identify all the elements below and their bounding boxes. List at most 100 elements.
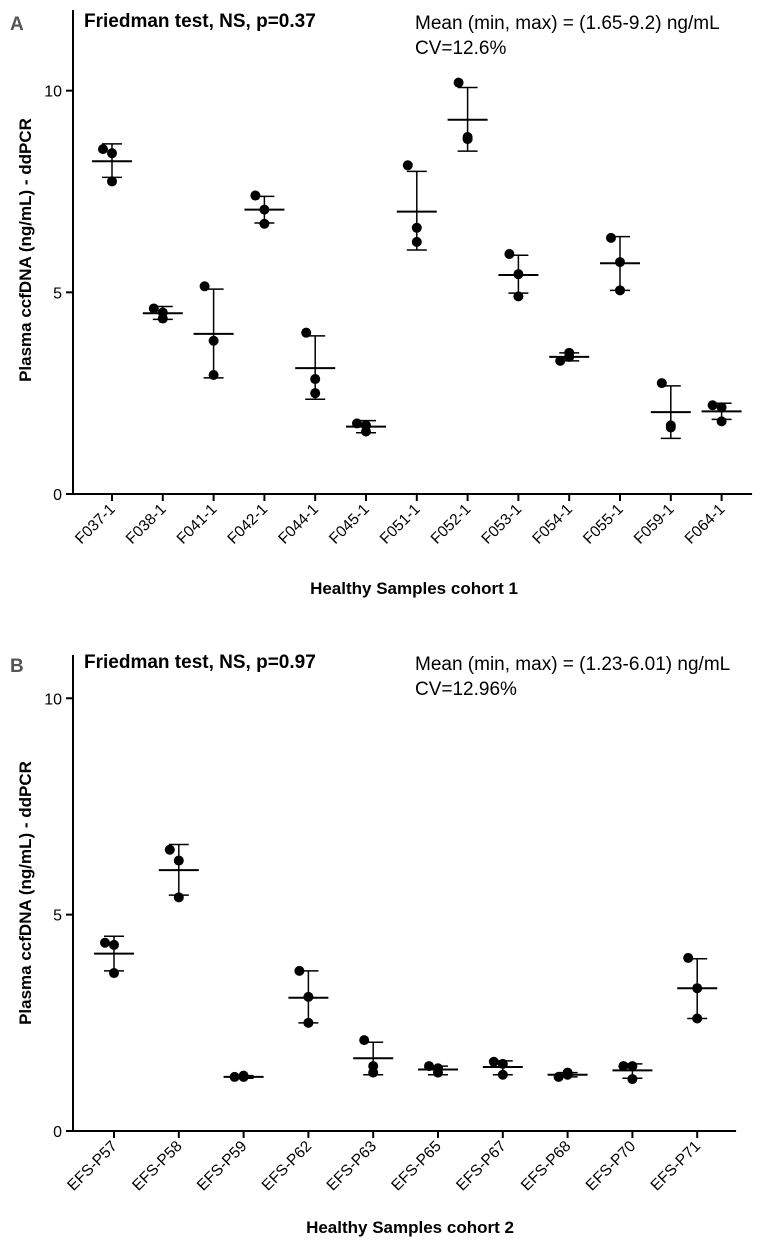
panel-a-data-point [504,249,515,260]
panel-a-x-tick-label: F051-1 [377,501,424,548]
panel-a-x-tick-label: F042-1 [224,501,271,548]
panel-a-data-point [513,269,524,280]
panel-a-data-point [411,236,422,247]
panel-b-x-tick-label: EFS-P59 [194,1138,250,1194]
panel-a-x-tick-label: F054-1 [529,501,576,548]
panel-b-data-point [109,939,119,950]
panel-b-data-point [627,1061,638,1072]
panel-a-data-point [301,327,312,338]
panel-b-data-point [692,1013,703,1024]
panel-a-y-tick-label: 5 [53,285,62,302]
panel-a-data-point [402,160,413,171]
panel-a-data-point [107,148,117,159]
panel-a-plot: 0 5 10 F037-1 F038-1 F041-1 F042-1 F044-1 F045-1… [44,10,753,548]
panel-b-data-point [294,965,305,976]
panel-b-data-point [368,1061,379,1072]
panel-b-data-point [488,1056,499,1067]
panel-a-data-point [310,374,321,385]
panel-a-data-point [453,77,464,88]
panel-b-x-tick-label: EFS-P57 [64,1138,120,1194]
panel-b-y-axis-title: Plasma ccfDNA (ng/mL) - ddPCR [16,761,35,1025]
panel-a-data-point [259,204,270,215]
panel-b-x-tick-label: EFS-P67 [453,1138,509,1194]
panel-a-y-axis-title: Plasma ccfDNA (ng/mL) - ddPCR [16,118,35,382]
panel-a-data-point [665,420,676,431]
panel-a-x-tick-label: F041-1 [174,501,221,548]
panel-a-data-point [208,335,219,346]
panel-b-data-point [303,1017,314,1028]
panel-a-data-point [250,190,261,201]
panel-b-data-point [303,991,314,1002]
panel-a-summary-cv: CV=12.6% [415,38,506,59]
panel-a-data-point [199,281,210,292]
panel-a-data-point [107,176,117,187]
panel-b-x-tick-label: EFS-P62 [259,1138,315,1194]
panel-b-data-point [627,1074,638,1085]
panel-a-letter: A [10,14,24,35]
panel-b-data-point [173,892,184,903]
panel-a-data-point [208,370,219,381]
panel-b-data-point [618,1061,629,1072]
panel-a-x-tick-label: F037-1 [72,501,119,548]
panel-a-data-point [716,416,727,427]
panel-a-data-point [707,400,718,411]
panel-b-x-axis-title: Healthy Samples cohort 2 [306,1218,514,1237]
panel-b-x-tick-label: EFS-P58 [129,1138,185,1194]
panel-b-data-point [497,1058,508,1069]
panel-a-data-point [716,402,727,413]
panel-b-data-point [424,1061,434,1072]
panel-b-data-point [100,937,110,948]
panel-a-x-tick-label: F052-1 [428,501,475,548]
panel-b-data-point [173,855,184,866]
panel-b-x-tick-label: EFS-P65 [388,1138,444,1194]
panel-a-data-point [564,351,575,362]
panel-a-data-point [615,257,625,268]
panel-b-summary-cv: CV=12.96% [415,679,517,700]
panel-b-data-point [164,844,175,855]
panel-a-x-axis-title: Healthy Samples cohort 1 [310,579,518,598]
panel-a-x-tick-label: F055-1 [580,501,627,548]
panel-a-y-tick-label: 10 [44,84,62,101]
panel-a-data-point [157,307,168,318]
panel-b-x-tick-label: EFS-P68 [518,1138,574,1194]
panel-a-x-tick-label: F045-1 [326,501,373,548]
panel-b-data-point [229,1071,240,1082]
panel-b-y-tick-label: 0 [53,1124,62,1141]
panel-a-y-tick-label: 0 [53,487,62,504]
panel-a-data-point [411,222,422,233]
panel-b-data-point [109,968,119,979]
panel-b-data-point [683,952,694,963]
panel-a-data-point [259,218,270,229]
panel-b-data-point [433,1063,443,1074]
panel-a-stat-test: Friedman test, NS, p=0.37 [84,11,316,32]
panel-b-x-tick-label: EFS-P71 [648,1138,704,1194]
panel-b-data-point [497,1069,508,1080]
panel-a-data-point [606,232,616,243]
panel-b-x-tick-label: EFS-P70 [583,1138,640,1195]
panel-b-letter: B [10,656,24,677]
panel-a-data-point [148,303,159,314]
panel-a-data-point [98,144,108,155]
panel-a-x-tick-label: F059-1 [631,501,678,548]
panel-b-summary-mean: Mean (min, max) = (1.23-6.01) ng/mL [415,654,730,675]
panel-a-x-tick-label: F053-1 [478,501,525,548]
panel-b-data-point [692,983,703,994]
panel-b-stat-test: Friedman test, NS, p=0.97 [84,652,316,673]
panel-b-y-tick-label: 10 [44,691,62,708]
panel-a-x-tick-label: F064-1 [682,501,729,548]
panel-a-data-point [352,418,362,429]
panel-a-x-tick-label: F044-1 [275,501,322,548]
panel-a-data-point [513,291,524,302]
panel-b-x-tick-label: EFS-P63 [324,1138,380,1194]
panel-b-data-point [553,1071,564,1082]
panel-a-data-point [310,388,321,399]
panel-a-summary-mean: Mean (min, max) = (1.65-9.2) ng/mL [415,13,720,34]
panel-a-data-point [361,420,371,431]
panel-b-data-point [359,1035,370,1046]
panel-a-data-point [555,355,566,366]
panel-b-data-point [238,1070,249,1081]
panel-a-data-point [462,132,473,143]
panel-a-data-point [615,285,625,296]
